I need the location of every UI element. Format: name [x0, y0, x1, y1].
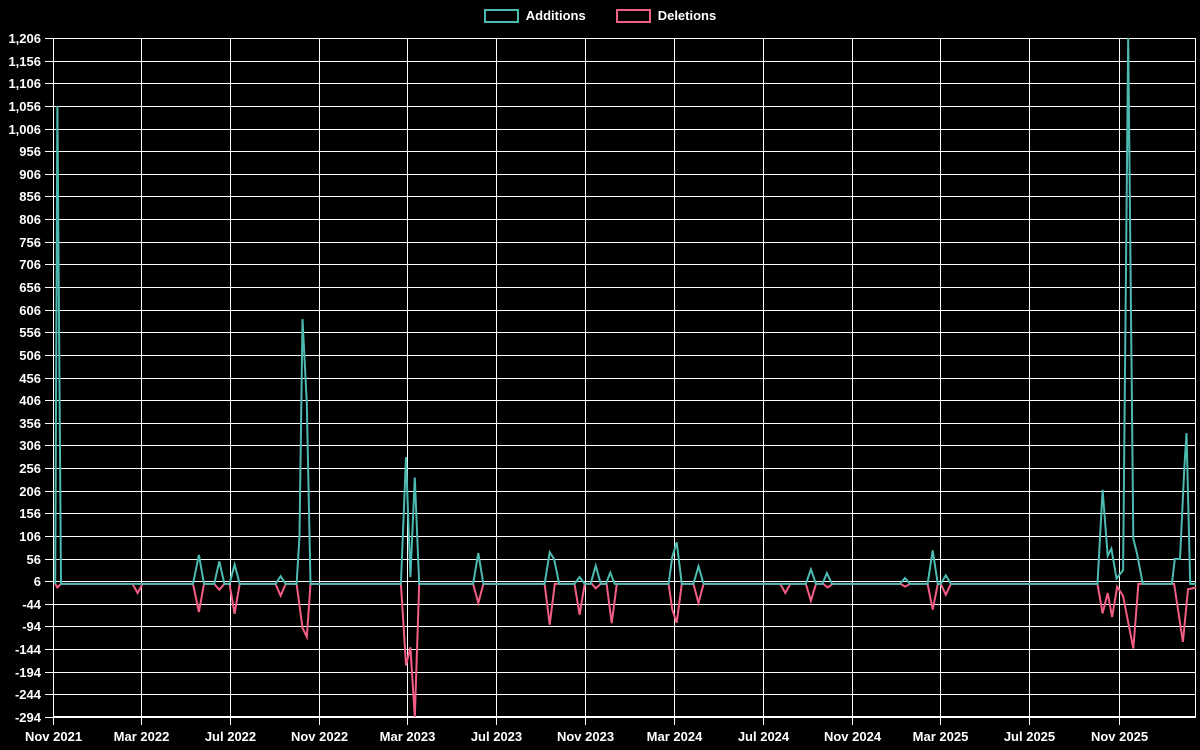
- y-tick-label: 956: [19, 144, 41, 159]
- y-tick-label: 1,006: [8, 122, 41, 137]
- deletions-line: [54, 582, 1197, 718]
- y-tick-label: 556: [19, 325, 41, 340]
- x-tick-label: Jul 2024: [738, 729, 790, 744]
- y-tick-label: 1,156: [8, 54, 41, 69]
- y-tick-label: -44: [22, 597, 42, 612]
- chart-legend: Additions Deletions: [0, 8, 1200, 23]
- x-tick-label: Nov 2024: [824, 729, 882, 744]
- y-tick-label: 656: [19, 280, 41, 295]
- legend-label-deletions: Deletions: [657, 8, 717, 23]
- y-tick-label: -144: [15, 642, 42, 657]
- x-tick-label: Mar 2023: [380, 729, 436, 744]
- y-tick-label: 6: [34, 574, 41, 589]
- deletions-swatch-icon: [615, 8, 651, 23]
- legend-label-additions: Additions: [525, 8, 586, 23]
- legend-item-deletions: Deletions: [615, 8, 717, 23]
- y-tick-label: 1,106: [8, 76, 41, 91]
- x-tick-label: Jul 2025: [1004, 729, 1055, 744]
- y-tick-label: 406: [19, 393, 41, 408]
- y-tick-label: 706: [19, 257, 41, 272]
- plot-border: [53, 38, 1196, 717]
- y-tick-label: 306: [19, 438, 41, 453]
- y-tick-label: 606: [19, 303, 41, 318]
- y-tick-label: 1,056: [8, 99, 41, 114]
- x-tick-label: Nov 2022: [291, 729, 348, 744]
- x-tick-label: Mar 2024: [647, 729, 703, 744]
- y-tick-label: -294: [15, 710, 42, 725]
- x-tick-label: Nov 2023: [557, 729, 614, 744]
- y-tick-label: 506: [19, 348, 41, 363]
- y-tick-label: 1,206: [8, 31, 41, 46]
- y-tick-label: 156: [19, 506, 41, 521]
- y-tick-label: 856: [19, 189, 41, 204]
- legend-item-additions: Additions: [483, 8, 586, 23]
- additions-line: [54, 37, 1196, 585]
- x-tick-label: Jul 2022: [205, 729, 256, 744]
- x-tick-label: Mar 2022: [114, 729, 170, 744]
- x-tick-label: Nov 2021: [25, 729, 82, 744]
- y-tick-label: 806: [19, 212, 41, 227]
- x-tick-label: Mar 2025: [913, 729, 969, 744]
- y-tick-label: 356: [19, 416, 41, 431]
- y-tick-label: 906: [19, 167, 41, 182]
- y-tick-label: 756: [19, 235, 41, 250]
- y-tick-label: 206: [19, 484, 41, 499]
- y-tick-label: 456: [19, 371, 41, 386]
- y-tick-label: -94: [22, 619, 42, 634]
- additions-swatch-icon: [483, 8, 519, 23]
- x-tick-label: Jul 2023: [471, 729, 522, 744]
- y-tick-label: -194: [15, 665, 42, 680]
- x-tick-label: Nov 2025: [1091, 729, 1148, 744]
- y-tick-label: 106: [19, 529, 41, 544]
- y-tick-label: 256: [19, 461, 41, 476]
- y-tick-label: -244: [15, 687, 42, 702]
- y-tick-label: 56: [27, 552, 41, 567]
